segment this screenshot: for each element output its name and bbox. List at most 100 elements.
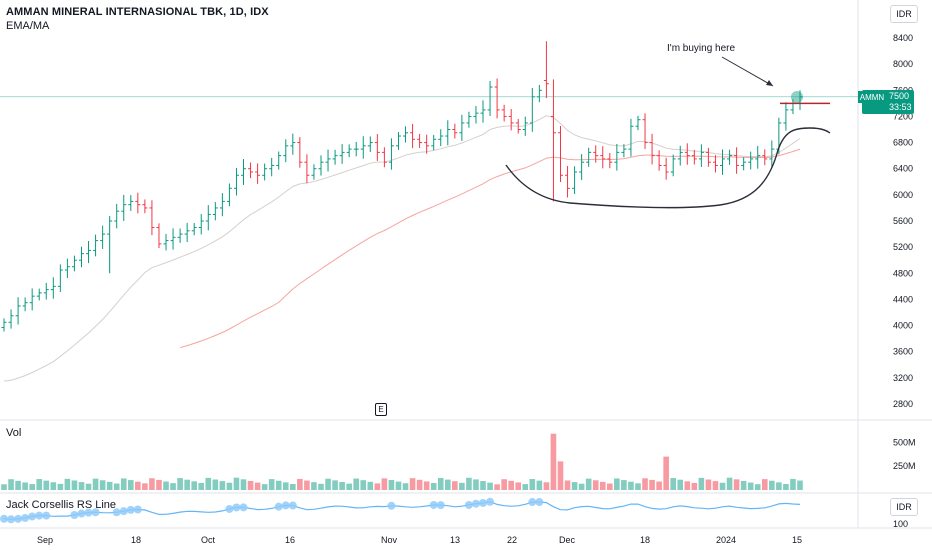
volume-bar bbox=[557, 461, 564, 490]
volume-bar bbox=[212, 479, 219, 490]
volume-bar bbox=[198, 482, 205, 490]
earnings-event-marker[interactable]: E bbox=[375, 403, 387, 416]
price-tick-label: 6800 bbox=[893, 138, 913, 148]
volume-bar bbox=[219, 481, 226, 490]
volume-bar bbox=[684, 481, 691, 490]
volume-bar bbox=[642, 478, 648, 490]
ema-slow-line bbox=[179, 148, 801, 349]
price-tick-label: 4400 bbox=[893, 294, 913, 304]
rs-new-high-dot bbox=[486, 497, 495, 506]
volume-bar bbox=[416, 479, 423, 490]
volume-bar bbox=[156, 479, 162, 490]
annotation-arrow bbox=[721, 56, 774, 87]
currency-button-rs[interactable]: IDR bbox=[890, 498, 918, 516]
rs-new-high-dot bbox=[35, 511, 44, 520]
price-tick-label: 3200 bbox=[893, 373, 913, 383]
volume-bar bbox=[135, 481, 141, 490]
volume-bar bbox=[797, 480, 803, 490]
volume-bar bbox=[578, 483, 585, 490]
annotation-text: I'm buying here bbox=[667, 43, 735, 54]
currency-button-main[interactable]: IDR bbox=[890, 5, 918, 23]
time-tick-label: 16 bbox=[285, 535, 295, 545]
volume-bar bbox=[43, 480, 50, 490]
volume-bar bbox=[649, 479, 655, 490]
volume-bar bbox=[360, 480, 367, 490]
volume-bar bbox=[247, 480, 254, 490]
rs-new-high-dot bbox=[471, 499, 480, 508]
volume-bar bbox=[268, 479, 275, 490]
volume-bar bbox=[747, 482, 754, 490]
volume-bar bbox=[501, 479, 507, 490]
price-tick-label: 3600 bbox=[893, 347, 913, 357]
volume-bar bbox=[78, 482, 85, 490]
volume-bar bbox=[64, 478, 71, 490]
volume-bar bbox=[85, 483, 92, 490]
volume-bar bbox=[367, 481, 374, 490]
rs-new-high-dot bbox=[7, 515, 16, 524]
volume-bar bbox=[564, 480, 571, 490]
time-tick-label: Sep bbox=[37, 535, 53, 545]
price-tick-label: 2800 bbox=[893, 399, 913, 409]
volume-bar bbox=[459, 482, 465, 490]
time-tick-label: 22 bbox=[507, 535, 517, 545]
volume-bar bbox=[353, 478, 360, 490]
volume-bar bbox=[691, 482, 698, 490]
volume-bar bbox=[388, 479, 395, 490]
price-tick-label: 8400 bbox=[893, 33, 913, 43]
time-tick-label: 2024 bbox=[716, 535, 736, 545]
rs-new-high-dot bbox=[225, 504, 234, 513]
volume-bar bbox=[92, 478, 99, 490]
volume-bar bbox=[473, 479, 479, 490]
rs-new-high-dot bbox=[21, 513, 30, 522]
volume-bar bbox=[494, 484, 500, 490]
volume-bar bbox=[29, 484, 35, 490]
volume-bar bbox=[585, 478, 592, 490]
volume-bar bbox=[304, 480, 310, 490]
volume-bar bbox=[487, 482, 493, 490]
volume-bar bbox=[254, 482, 261, 490]
volume-bar bbox=[297, 478, 303, 490]
volume-bar bbox=[311, 482, 317, 490]
volume-bar bbox=[508, 480, 514, 490]
volume-bar bbox=[395, 481, 402, 490]
rs-tick-label: 100 bbox=[893, 519, 908, 529]
volume-bar bbox=[127, 480, 134, 490]
volume-bar bbox=[607, 483, 613, 490]
rs-new-high-dot bbox=[14, 514, 23, 523]
time-tick-label: 18 bbox=[640, 535, 650, 545]
price-tag-symbol: AMMN bbox=[858, 91, 886, 103]
rs-new-high-dot bbox=[464, 500, 473, 509]
volume-bar bbox=[163, 481, 169, 490]
indicator-label[interactable]: EMA/MA bbox=[6, 20, 50, 32]
price-tag-price: 7500 bbox=[889, 91, 910, 101]
volume-pane-label[interactable]: Vol bbox=[6, 427, 22, 439]
rs-new-high-dot bbox=[281, 501, 290, 510]
rs-new-high-dot bbox=[429, 500, 438, 509]
volume-bar bbox=[374, 483, 381, 490]
volume-bar bbox=[1, 484, 7, 490]
rs-pane-label[interactable]: Jack Corsellis RS Line bbox=[6, 499, 117, 511]
annotation-arrowhead bbox=[766, 80, 773, 86]
volume-bar bbox=[614, 478, 620, 490]
rs-new-high-dot bbox=[288, 501, 297, 510]
price-tag: AMMN 7500 33:53 bbox=[858, 90, 914, 114]
volume-bar bbox=[170, 483, 176, 490]
time-tick-label: Dec bbox=[559, 535, 576, 545]
volume-bar bbox=[705, 479, 712, 490]
handle-drawing bbox=[777, 127, 831, 151]
chart-title: AMMAN MINERAL INTERNASIONAL TBK, 1D, IDX bbox=[6, 6, 269, 18]
volume-bar bbox=[240, 479, 247, 490]
volume-bar bbox=[325, 478, 331, 490]
rs-new-high-dot bbox=[232, 503, 241, 512]
volume-bar bbox=[712, 481, 719, 490]
price-tick-label: 6400 bbox=[893, 164, 913, 174]
rs-new-high-dot bbox=[274, 502, 283, 511]
volume-bar bbox=[318, 483, 324, 490]
volume-bar bbox=[142, 483, 148, 490]
volume-bar bbox=[592, 480, 599, 490]
volume-bar bbox=[113, 483, 120, 490]
volume-bar bbox=[282, 482, 289, 490]
volume-tick-label: 500M bbox=[893, 437, 916, 447]
volume-bar bbox=[437, 477, 444, 490]
